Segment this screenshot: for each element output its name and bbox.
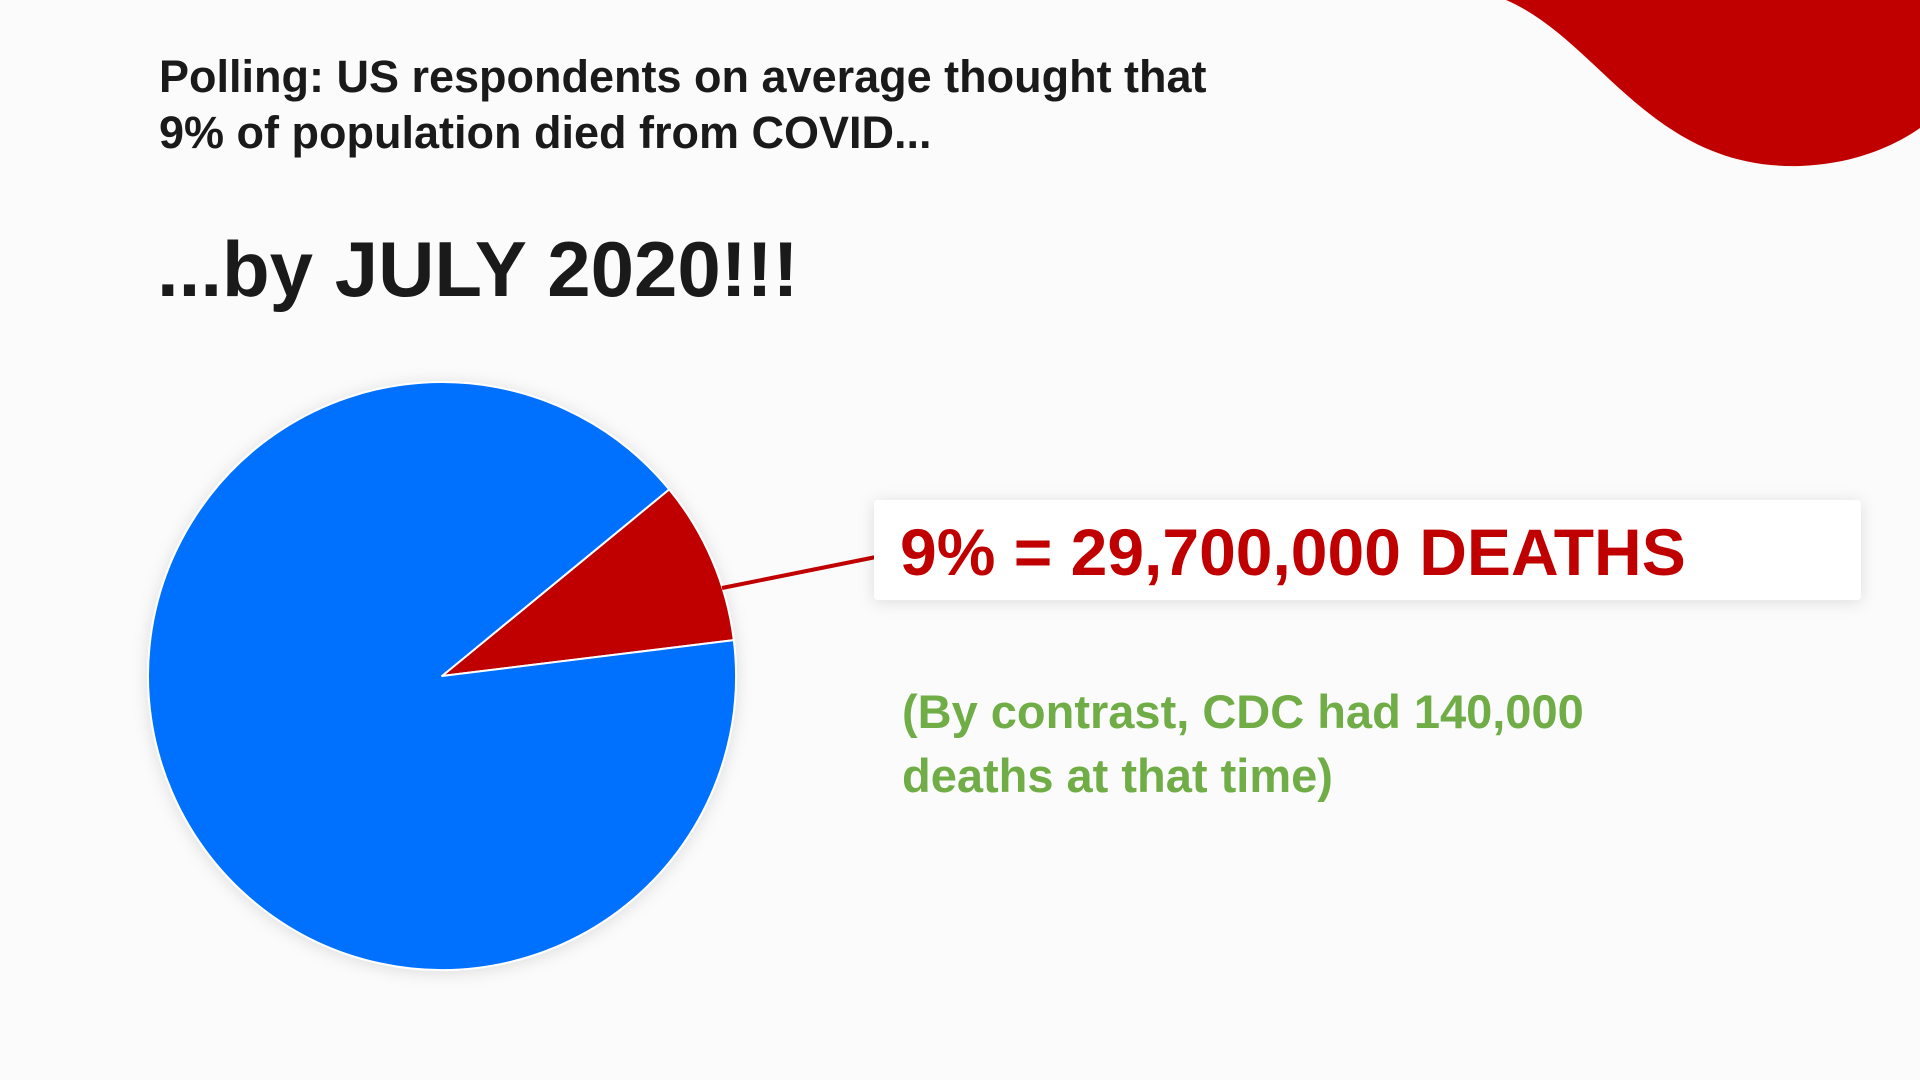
note-line: deaths at that time) bbox=[902, 749, 1333, 802]
pie-slice bbox=[147, 381, 737, 971]
pie-slice bbox=[441, 488, 735, 677]
leader-line bbox=[721, 555, 877, 590]
title-line: 9% of population died from COVID... bbox=[159, 107, 932, 158]
pie bbox=[147, 381, 737, 971]
corner-decoration bbox=[1506, 0, 1920, 167]
callout: 9% = 29,700,000 DEATHS bbox=[900, 515, 1686, 589]
note-line: (By contrast, CDC had 140,000 bbox=[902, 685, 1584, 738]
title-line: Polling: US respondents on average thoug… bbox=[159, 51, 1207, 102]
subtitle: ...by JULY 2020!!! bbox=[157, 225, 799, 313]
callout-box bbox=[874, 500, 1861, 600]
